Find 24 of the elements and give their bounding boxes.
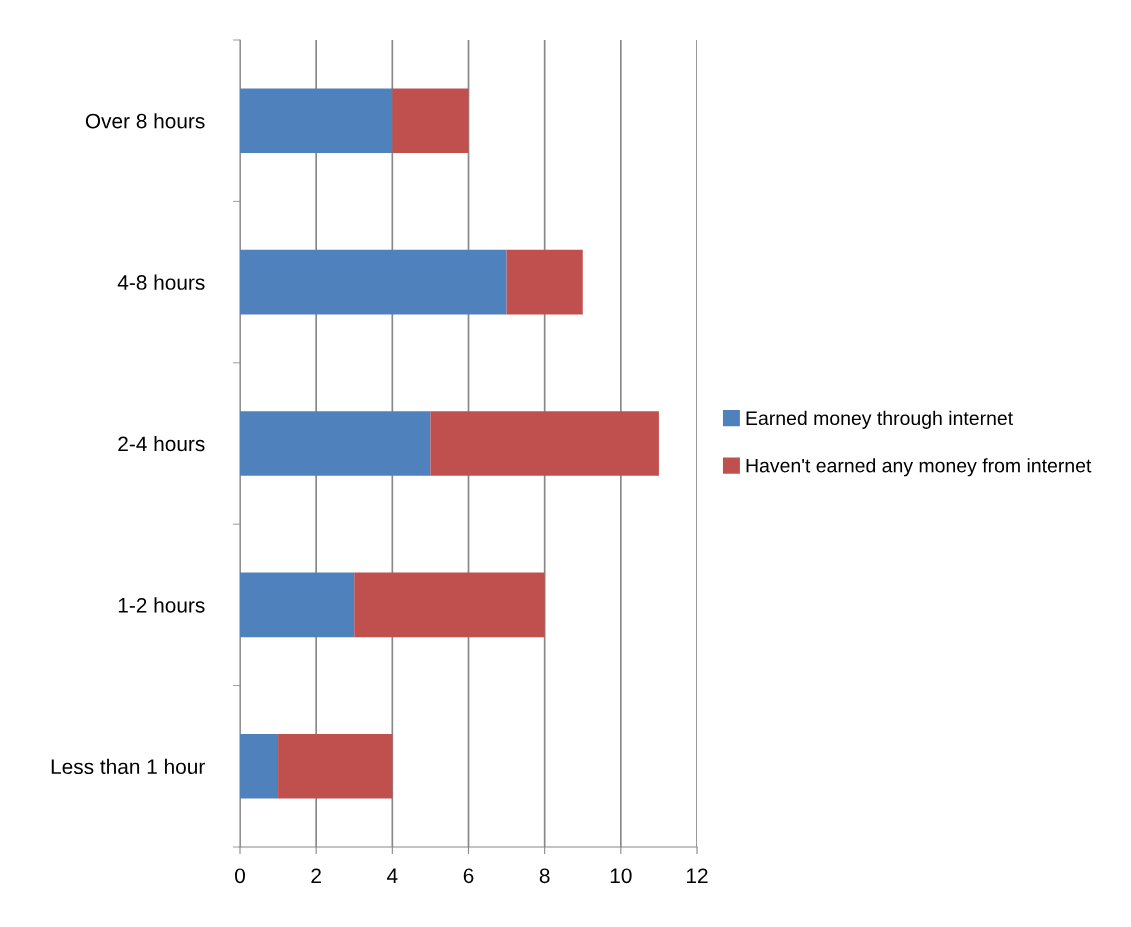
bar: [240, 88, 393, 153]
bar: [278, 734, 393, 799]
y-tick-label: 1-2 hours: [118, 597, 205, 613]
legend-label: Haven't earned any money from internet: [746, 458, 1092, 477]
x-tick-label: 0: [235, 868, 245, 884]
x-tick-label: 6: [463, 868, 474, 884]
bar: [240, 734, 279, 799]
bar: [240, 572, 355, 638]
legend-label: Earned money through internet: [746, 410, 1013, 429]
x-tick-label: 2: [311, 868, 321, 883]
y-tick-label: 2-4 hours: [118, 435, 205, 452]
bar: [354, 572, 545, 638]
x-tick-label: 12: [687, 868, 708, 883]
y-tick-label: 4-8 hours: [117, 274, 205, 290]
bar: [430, 411, 659, 476]
bar: [506, 249, 583, 315]
bar: [240, 411, 431, 476]
y-tick-label: Over 8 hours: [85, 113, 205, 129]
bar: [240, 249, 507, 315]
y-tick-label: Less than 1 hour: [51, 758, 205, 775]
x-tick-label: 8: [539, 868, 550, 884]
x-tick-label: 4: [387, 868, 398, 883]
bar: [392, 88, 469, 153]
x-tick-label: 10: [610, 868, 632, 884]
